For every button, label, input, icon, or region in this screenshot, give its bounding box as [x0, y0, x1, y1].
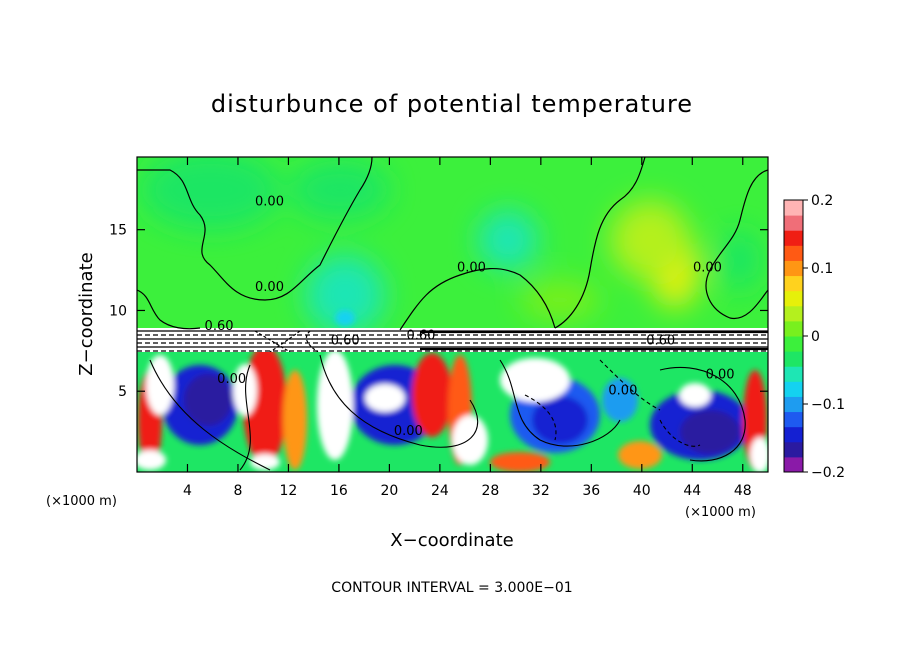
colorbar-swatch: [784, 381, 803, 397]
y-axis: 5 10 15: [109, 223, 768, 400]
x-tick-label: 12: [280, 483, 298, 499]
colorbar-swatch: [784, 396, 803, 413]
contour-label: 0.00: [457, 261, 486, 276]
colorbar-swatch: [784, 305, 803, 322]
colorbar-tick-label: −0.2: [811, 465, 845, 481]
y-axis-label: Z−coordinate: [76, 252, 97, 375]
contour-label: 0.00: [706, 367, 735, 382]
x-tick-label: 48: [734, 483, 752, 499]
colorbar-swatch: [784, 260, 803, 277]
contour-label: 0.00: [608, 383, 637, 398]
colorbar-swatch: [784, 215, 803, 231]
y-tick-label: 10: [109, 303, 127, 319]
contour-label: 0.60: [406, 329, 435, 344]
colorbar-swatch: [784, 320, 803, 337]
colorbar-tick-label: −0.1: [811, 397, 845, 413]
contour-labels: 0.00 0.00 0.00 0.00 0.60 0.60 0.60 0.60 0.00 0.00…: [205, 194, 735, 438]
x-tick-label: 28: [481, 483, 499, 499]
contour-label: 0.00: [255, 194, 284, 209]
colorbar-tick-label: 0.2: [811, 193, 833, 209]
x-tick-label: 36: [582, 483, 600, 499]
colorbar-swatch: [784, 230, 803, 246]
colorbar-swatch: [784, 336, 803, 352]
upper-field: [140, 157, 760, 335]
inversion-contours: [137, 330, 768, 353]
y-tick-label: 5: [118, 384, 127, 400]
colorbar-tick-label: 0: [811, 329, 820, 345]
x-tick-label: 16: [330, 483, 348, 499]
x-axis-label: X−coordinate: [390, 530, 513, 551]
colorbar-swatch: [784, 200, 803, 216]
x-tick-label: 8: [233, 483, 242, 499]
lower-contours: [149, 354, 746, 471]
x-tick-label: 44: [683, 483, 701, 499]
x-tick-label: 24: [431, 483, 449, 499]
colorbar-swatch: [784, 275, 803, 292]
x-tick-label: 40: [633, 483, 651, 499]
colorbar-tick-label: 0.1: [811, 261, 833, 277]
upper-contours: [137, 157, 768, 331]
x-unit-label-left: (×1000 m): [46, 494, 117, 509]
colorbar-swatch: [784, 456, 803, 473]
y-tick-label: 15: [109, 223, 127, 239]
colorbar-swatch: [784, 426, 803, 443]
contour-label: 0.60: [646, 333, 675, 348]
contour-label: 0.00: [217, 372, 246, 387]
colorbar-swatch: [784, 366, 803, 382]
x-tick-label: 32: [532, 483, 550, 499]
colorbar-swatch: [784, 411, 803, 428]
colorbar-swatch: [784, 245, 803, 261]
colorbar-swatch: [784, 441, 803, 458]
plot-frame: [136, 156, 769, 473]
lower-field: [137, 352, 768, 472]
x-axis: 4 8 12 16 20 24 28 32 36 40 44 48: [183, 157, 752, 499]
contour-label: 0.00: [255, 280, 284, 295]
x-tick-label: 20: [380, 483, 398, 499]
x-unit-label-right: (×1000 m): [685, 505, 756, 520]
colorbar: 0.2 0.1 0 −0.1 −0.2: [783, 193, 845, 481]
x-tick-label: 4: [183, 483, 192, 499]
colorbar-swatch: [784, 351, 803, 367]
contour-label: 0.60: [331, 333, 360, 348]
cool-patch: [335, 310, 355, 326]
chart-title: disturbunce of potential temperature: [211, 90, 693, 118]
plot-area: [137, 157, 768, 472]
contour-interval-note: CONTOUR INTERVAL = 3.000E−01: [331, 580, 572, 596]
contour-label: 0.00: [394, 424, 423, 439]
contour-label: 0.60: [205, 319, 234, 334]
colorbar-swatch: [784, 290, 803, 307]
contour-label: 0.00: [693, 261, 722, 276]
